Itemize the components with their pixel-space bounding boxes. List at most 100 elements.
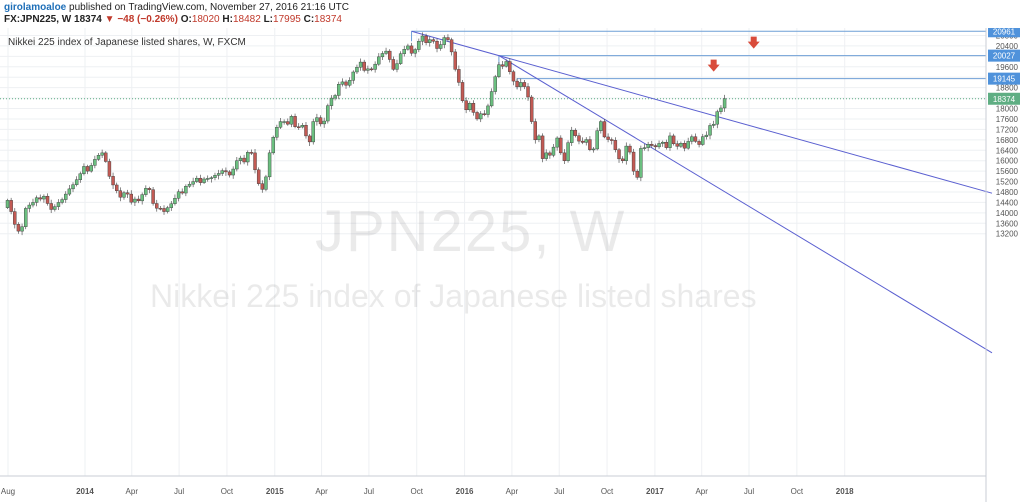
y-tick-label: 15600 <box>996 167 1019 176</box>
candle-body <box>628 145 632 153</box>
candle-body <box>635 170 639 178</box>
candle-body <box>114 184 119 191</box>
x-tick-label: Apr <box>506 487 519 496</box>
candle-body <box>679 143 683 147</box>
candle-body <box>377 56 381 65</box>
candle-body <box>107 161 112 177</box>
candle-body <box>457 69 461 83</box>
candle-body <box>220 170 224 174</box>
candle-body <box>20 226 24 232</box>
candle-body <box>402 49 406 54</box>
candle-body <box>165 207 170 212</box>
candle-body <box>89 165 93 172</box>
candle-body <box>67 188 72 195</box>
candle-body <box>380 53 385 58</box>
candle-body <box>187 183 192 187</box>
candle-body <box>293 116 297 127</box>
candle-body <box>9 200 13 212</box>
published-text: published on TradingView.com, November 2… <box>69 2 350 13</box>
high-value: 18482 <box>232 14 261 25</box>
candle-body <box>289 116 294 125</box>
candle-body <box>318 117 323 125</box>
y-tick-label: 20400 <box>996 42 1019 51</box>
candle-body <box>508 61 512 72</box>
open-label: O: <box>180 14 192 25</box>
x-tick-label: Apr <box>315 487 328 496</box>
candle-body <box>64 193 68 200</box>
y-tick-label: 13600 <box>996 219 1019 228</box>
candle-body <box>438 44 443 49</box>
candle-body <box>144 188 148 195</box>
candle-body <box>595 130 599 150</box>
candle-body <box>522 82 527 87</box>
candle-body <box>71 184 75 190</box>
candle-body <box>424 35 428 43</box>
y-tick-label: 15200 <box>996 178 1019 187</box>
x-tick-label: 2016 <box>456 487 474 496</box>
candle-body <box>428 39 432 43</box>
y-tick-label: 17200 <box>996 125 1019 134</box>
candle-body <box>442 37 446 45</box>
candle-body <box>719 107 723 112</box>
candle-body <box>337 84 341 96</box>
candle-body <box>49 203 53 210</box>
candle-body <box>227 171 232 176</box>
candle-body <box>176 191 181 199</box>
x-tick-label: Oct <box>411 487 424 496</box>
candle-body <box>526 86 530 98</box>
trendline[interactable] <box>498 55 993 354</box>
candle-body <box>5 200 10 208</box>
y-tick-label: 14000 <box>996 209 1019 218</box>
candle-body <box>162 208 166 212</box>
open-value: 18020 <box>191 14 220 25</box>
candle-body <box>198 177 203 183</box>
high-label: H: <box>222 14 233 25</box>
candle-body <box>398 53 403 64</box>
candle-body <box>260 183 264 190</box>
candle-body <box>366 68 370 71</box>
candle-body <box>253 152 257 171</box>
symbol-label[interactable]: FX:JPN225, W <box>4 14 72 25</box>
candle-body <box>599 121 603 131</box>
candle-body <box>711 123 716 126</box>
candle-body <box>300 125 305 128</box>
candle-body <box>344 81 348 86</box>
candle-body <box>493 76 497 92</box>
candle-body <box>60 199 64 203</box>
candle-body <box>216 173 221 176</box>
candle-body <box>246 152 250 163</box>
candle-body <box>191 181 195 185</box>
candle-body <box>351 71 355 81</box>
trendlines[interactable] <box>411 30 993 354</box>
candle-body <box>446 37 450 40</box>
candle-body <box>486 105 490 115</box>
candle-body <box>231 168 235 176</box>
x-tick-label: 2018 <box>836 487 854 496</box>
author-link[interactable]: girolamoaloe <box>4 2 67 13</box>
candle-body <box>559 137 563 154</box>
candle-body <box>235 160 239 170</box>
candle-body <box>584 139 588 143</box>
candle-body <box>570 129 574 143</box>
x-tick-label: Jul <box>364 487 374 496</box>
x-tick-label: 2017 <box>646 487 664 496</box>
y-tick-label: 13200 <box>996 230 1019 239</box>
candle-body <box>668 135 672 148</box>
candle-body <box>358 61 363 68</box>
trendline[interactable] <box>411 30 993 194</box>
candle-body <box>551 146 556 156</box>
candle-body <box>482 113 487 115</box>
candle-body <box>661 141 665 144</box>
candle-body <box>96 155 101 160</box>
candle-body <box>56 202 61 207</box>
x-tick-label: Jul <box>174 487 184 496</box>
candle-body <box>406 45 410 50</box>
x-tick-label: Oct <box>791 487 804 496</box>
x-tick-label: 2015 <box>266 487 284 496</box>
x-tick-label: Apr <box>695 487 708 496</box>
candle-body <box>413 49 417 54</box>
candle-body <box>355 67 359 73</box>
candle-body <box>202 178 206 183</box>
